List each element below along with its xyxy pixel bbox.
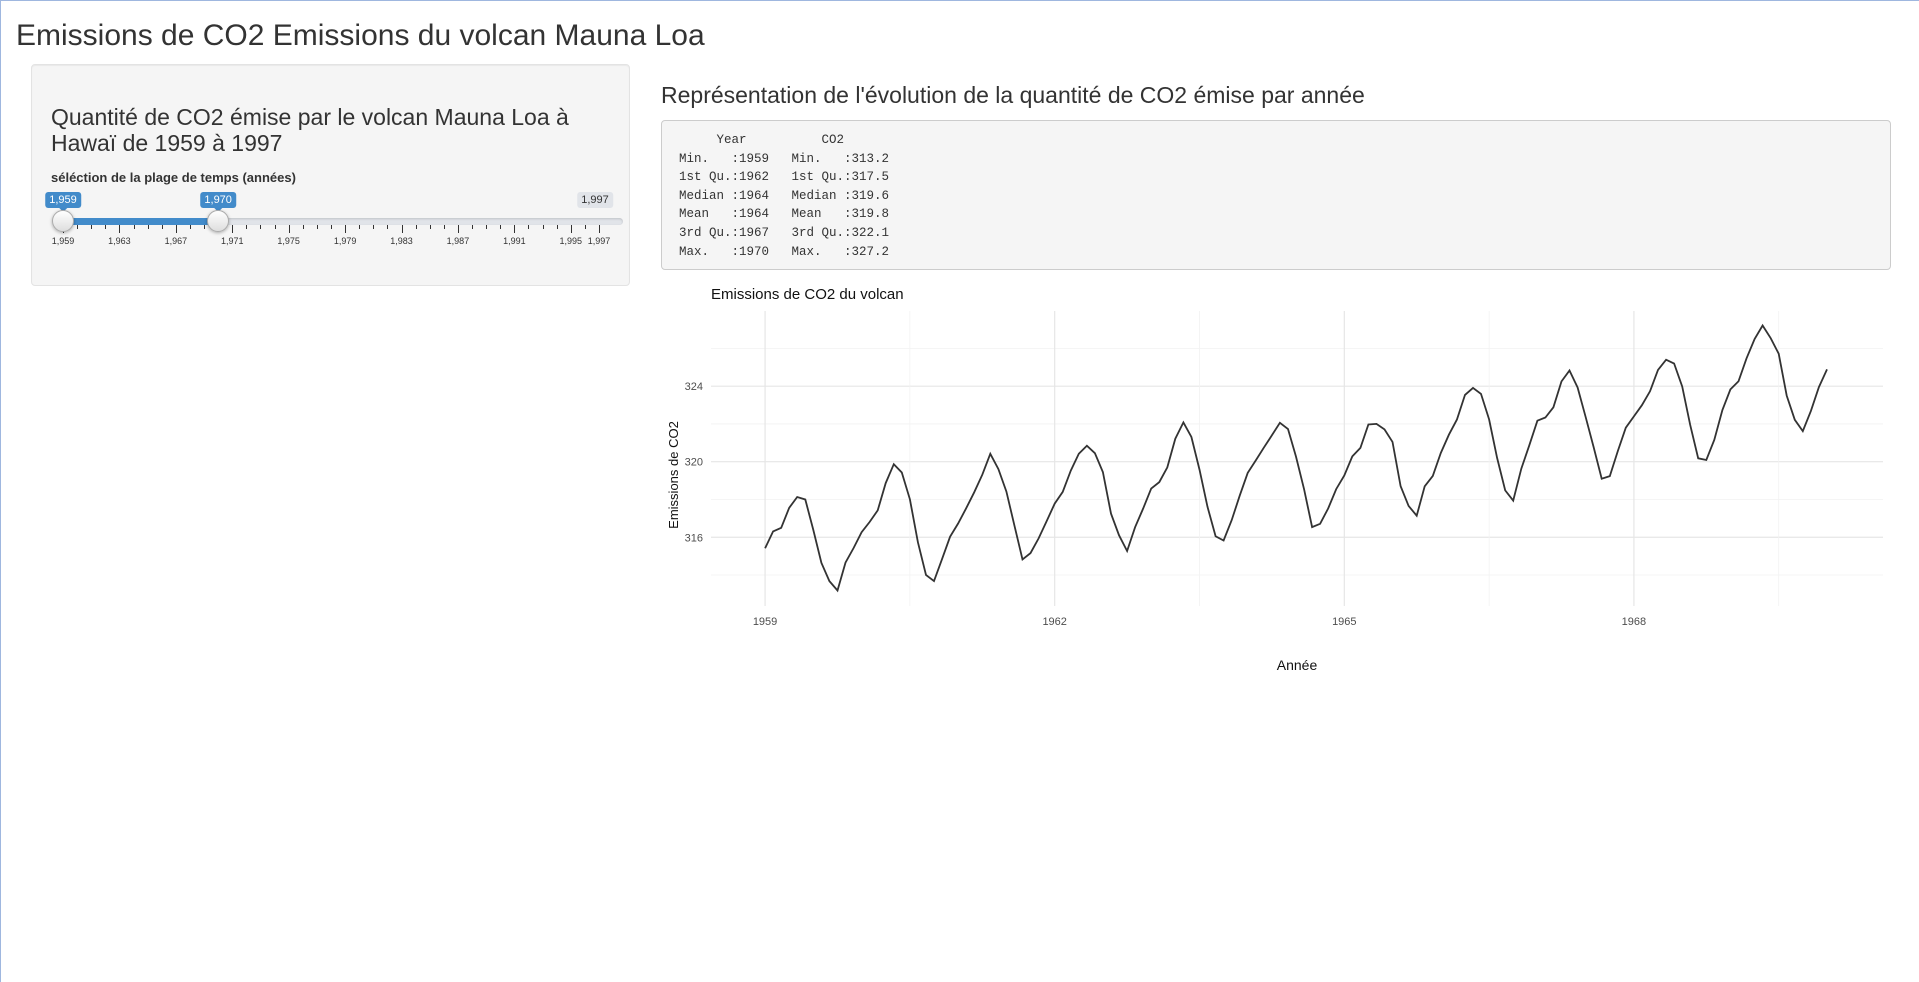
slider-handle-from[interactable]: [52, 210, 74, 232]
y-tick-label: 324: [685, 381, 703, 393]
slider-major-tick: [345, 225, 347, 233]
summary-row: Median :1964 Median :319.6: [679, 188, 905, 203]
slider-minor-tick: [189, 225, 191, 229]
slider-minor-tick: [161, 225, 163, 229]
summary-header: Year CO2: [679, 133, 882, 147]
slider-max-value: 1,997: [577, 192, 613, 208]
chart-x-ticks: 1959 1962 1965 1968: [753, 616, 1646, 628]
slider-tick-label: 1,963: [108, 236, 131, 246]
sidebar-panel: Quantité de CO2 émise par le volcan Maun…: [31, 64, 630, 286]
slider-minor-tick: [133, 225, 135, 229]
slider-minor-tick: [77, 225, 79, 229]
summary-output: Year CO2 Min. :1959 Min. :313.2 1st Qu.:…: [661, 120, 1891, 270]
slider-minor-tick: [486, 225, 488, 229]
summary-row: Mean :1964 Mean :319.8: [679, 207, 905, 222]
x-tick-label: 1965: [1332, 616, 1356, 628]
slider-major-tick: [288, 225, 290, 233]
summary-row: Min. :1959 Min. :313.2: [679, 151, 905, 166]
sidebar-heading: Quantité de CO2 émise par le volcan Maun…: [51, 104, 569, 156]
x-tick-label: 1968: [1622, 616, 1646, 628]
slider-major-tick: [119, 225, 121, 233]
slider-minor-tick: [147, 225, 149, 229]
slider-tick-label: 1,979: [333, 236, 357, 246]
slider-minor-tick: [260, 225, 262, 229]
slider-tick-label: 1,983: [390, 236, 413, 246]
slider-tick-label: 1,991: [503, 236, 526, 246]
slider-minor-tick: [556, 225, 558, 229]
summary-row: 1st Qu.:1962 1st Qu.:317.5: [679, 170, 905, 185]
slider-minor-tick: [429, 225, 431, 229]
slider-minor-tick: [274, 225, 276, 229]
slider-minor-tick: [373, 225, 375, 229]
page-title: Emissions de CO2 Emissions du volcan Mau…: [16, 19, 705, 52]
co2-series-line: [764, 323, 1828, 593]
slider-major-tick: [401, 225, 403, 233]
x-tick-label: 1959: [753, 616, 777, 628]
slider-minor-tick: [316, 225, 318, 229]
slider-selected-range[interactable]: [63, 218, 219, 225]
slider-minor-tick: [331, 225, 332, 229]
slider-major-tick: [175, 225, 177, 233]
slider-from-value: 1,959: [45, 192, 81, 212]
slider-tick-label: 1,959: [51, 236, 75, 246]
summary-row: 3rd Qu.:1967 3rd Qu.:322.1: [679, 225, 905, 240]
x-tick-label: 1962: [1042, 616, 1066, 628]
year-range-slider[interactable]: 1,959 1,970 1,997 1,959 1,963 1,967 1,971 1,…: [32, 65, 631, 287]
slider-major-tick: [570, 225, 572, 233]
main-heading: Représentation de l'évolution de la quan…: [661, 82, 1365, 108]
slider-minor-tick: [542, 225, 544, 229]
slider-label: séléction de la plage de temps (années): [51, 170, 296, 185]
slider-tick-label: 1,971: [220, 236, 244, 246]
slider-tick-label: 1,995: [559, 236, 583, 246]
slider-track[interactable]: [63, 218, 623, 225]
slider-minor-tick: [246, 225, 248, 229]
slider-tick-label: 1,997: [587, 236, 611, 246]
slider-minor-tick: [204, 225, 206, 229]
slider-major-tick: [514, 225, 516, 233]
slider-minor-tick: [415, 225, 417, 229]
y-tick-label: 320: [685, 457, 703, 469]
chart-title: Emissions de CO2 du volcan: [711, 286, 904, 303]
slider-minor-tick: [528, 225, 530, 229]
slider-minor-tick: [584, 225, 586, 229]
co2-line-chart: Emissions de CO2 du volcan 316 320 324 195…: [666, 286, 1883, 673]
slider-minor-tick: [387, 225, 389, 229]
y-tick-label: 316: [685, 532, 703, 544]
slider-tick-label: 1,967: [164, 236, 188, 246]
chart-y-ticks: 316 320 324: [685, 381, 703, 544]
x-axis-label: Année: [1277, 657, 1318, 673]
summary-row: Max. :1970 Max. :327.2: [679, 244, 905, 259]
slider-tick-label: 1,975: [277, 236, 300, 246]
slider-major-tick: [232, 225, 234, 233]
y-axis-label: Emissions de CO2: [666, 421, 681, 529]
slider-minor-tick: [443, 225, 445, 229]
slider-minor-tick: [105, 225, 107, 229]
slider-major-tick: [457, 225, 459, 233]
chart-grid: [711, 311, 1883, 606]
slider-minor-tick: [302, 225, 304, 229]
slider-to-value: 1,970: [200, 192, 236, 212]
slider-tick-label: 1,987: [446, 236, 470, 246]
slider-minor-tick: [359, 225, 361, 229]
slider-minor-tick: [91, 225, 93, 229]
slider-handle-to[interactable]: [207, 210, 230, 232]
slider-major-tick: [599, 225, 600, 233]
slider-minor-tick: [472, 225, 474, 229]
slider-minor-tick: [500, 225, 502, 229]
